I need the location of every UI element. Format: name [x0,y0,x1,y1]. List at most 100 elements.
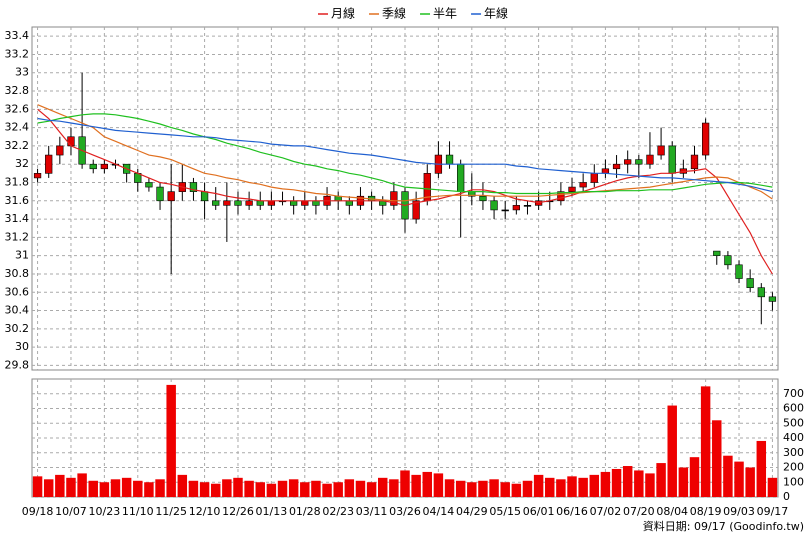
candle-body [568,186,576,192]
volume-bar [55,474,65,497]
x-tick-label: 12/26 [222,505,254,518]
volume-bar [233,477,243,497]
candle-body [267,200,276,206]
volume-bar [700,386,711,497]
y-tick-label: 32.4 [5,121,30,134]
candle-body [200,191,209,202]
x-tick-label: 10/23 [89,505,121,518]
candle-body [557,191,565,202]
volume-bar [567,476,577,497]
y-tick-label: 200 [783,461,804,474]
volume-bar [288,479,299,497]
candle-body [701,122,710,156]
y-tick-label: 32.8 [5,84,30,97]
x-tick-label: 12/10 [189,505,221,518]
candle-body [735,264,743,279]
ma-line [37,117,773,193]
candle-body [668,145,676,174]
x-tick-label: 02/23 [322,505,354,518]
volume-bar [522,480,533,497]
y-tick-label: 31.4 [5,212,30,225]
x-tick-label: 09/17 [757,505,789,518]
volume-bar [244,480,254,497]
x-tick-label: 09/03 [723,505,755,518]
y-tick-label: 300 [783,446,804,459]
volume-bar [745,467,755,497]
volume-bar [723,455,733,497]
candle-body [501,209,509,212]
volume-bar [689,457,700,497]
volume-bar [177,474,188,497]
candle-body [223,200,231,206]
ma-line [37,104,773,202]
y-tick-label: 100 [783,475,804,488]
volume-bar [511,483,522,497]
candle-body [67,136,75,147]
volume-bar [77,473,87,497]
volume-bar [144,482,154,497]
y-tick-label: 400 [783,431,804,444]
candle-body [156,186,164,202]
volume-bar [199,482,210,497]
legend-label: 半年 [433,7,457,21]
candle-body [245,200,253,206]
candle-body [479,195,487,202]
candle-body [189,182,198,192]
candle-body [234,200,242,206]
volume-bar [611,468,622,497]
x-tick-label: 07/02 [590,505,622,518]
candle-body [746,278,754,288]
x-tick-label: 05/15 [489,505,521,518]
candle-body [100,163,109,170]
volume-bar [734,461,744,497]
x-tick-label: 10/07 [55,505,87,518]
candle-body [457,163,465,192]
legend: 月線 季線 半年 年線 [318,6,508,21]
y-tick-label: 30.2 [5,322,30,335]
candle-body [601,168,610,174]
volume-bar [589,474,600,497]
y-tick-label: 32 [15,157,29,170]
x-tick-label: 04/29 [456,505,488,518]
candle-body [33,173,42,179]
candle-body [290,200,298,206]
volume-bar [656,463,666,497]
y-tick-label: 500 [783,416,804,429]
x-tick-label: 03/26 [389,505,421,518]
volume-bar [355,480,366,497]
x-tick-label: 06/01 [523,505,555,518]
y-tick-label: 31.8 [5,175,30,188]
volume-bar [311,480,321,497]
volume-bar [32,476,43,497]
candle-body [512,205,520,211]
volume-bar [678,467,689,497]
volume-bar [88,480,98,497]
volume-bar [533,474,544,497]
y-tick-label: 30.6 [5,285,30,298]
candle-body [345,200,353,206]
volume-bar [99,482,110,497]
candle-body [256,200,264,206]
y-tick-label: 30.8 [5,267,30,280]
volume-bar [667,405,677,497]
candle-body [612,163,621,170]
volume-bar [210,483,221,497]
x-tick-label: 06/16 [556,505,588,518]
volume-bar [600,471,611,497]
volume-bar [478,480,488,497]
x-tick-label: 11/10 [122,505,154,518]
candle-body [56,145,64,156]
candle-body [713,250,721,256]
candle-body [301,200,309,206]
y-tick-label: 30 [15,340,29,353]
y-tick-label: 29.8 [5,358,30,371]
volume-bar [266,483,277,497]
candle-body [45,154,53,174]
x-tick-label: 09/18 [22,505,54,518]
candle-body [590,173,598,183]
ma-line [37,108,773,275]
y-tick-label: 32.6 [5,102,30,115]
volume-bar [500,482,510,497]
y-tick-label: 31.6 [5,194,30,207]
